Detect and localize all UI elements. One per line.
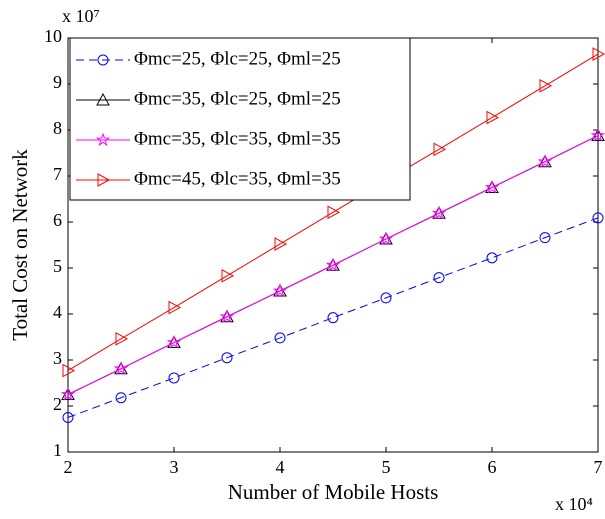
marker [167,335,181,349]
y-tick-label: 1 [53,440,62,460]
series-line [67,135,599,395]
x-multiplier: x 10⁴ [555,494,593,514]
y-tick-label: 5 [53,256,62,276]
marker [539,78,553,93]
marker [272,283,288,298]
marker [486,252,498,264]
marker [484,179,500,194]
legend-label: Φmc=45, Φlc=35, Φml=35 [134,168,341,189]
x-tick-label: 4 [276,457,285,477]
marker [537,154,553,168]
marker [590,127,605,142]
marker [168,372,180,384]
series-line [67,53,599,372]
marker [115,331,129,346]
marker [115,392,127,404]
legend-label: Φmc=35, Φlc=35, Φml=35 [134,128,341,149]
legend-label: Φmc=35, Φlc=25, Φml=25 [134,88,341,109]
marker [433,142,447,157]
marker [113,361,129,375]
y-tick-label: 7 [53,164,62,184]
marker [592,212,604,224]
marker [591,128,605,142]
marker [168,300,182,315]
marker [432,206,446,219]
marker [431,205,447,220]
x-tick-label: 5 [382,457,391,477]
legend-marker [97,54,109,66]
marker [61,387,75,400]
marker [220,309,234,323]
marker [62,412,74,423]
legend-label: Φmc=25, Φlc=25, Φml=25 [134,48,341,69]
x-axis-label: Number of Mobile Hosts [228,480,439,504]
legend-box [69,37,411,201]
marker [274,237,288,251]
marker [114,361,128,375]
marker [592,47,605,61]
marker [539,232,551,244]
marker [325,257,341,272]
marker [327,205,341,220]
marker [378,231,394,246]
legend-marker [96,92,110,106]
marker [219,309,235,323]
y-tick-label: 3 [53,348,62,368]
marker [273,283,287,297]
y-tick-label: 4 [53,302,62,322]
x-tick-label: 2 [64,457,73,477]
marker [274,332,286,344]
series-line [67,217,599,418]
marker [486,110,500,125]
y-multiplier: x 10⁷ [62,6,100,26]
marker [380,292,392,304]
y-axis-label: Total Cost on Network [8,149,32,341]
marker [62,363,76,378]
y-tick-label: 8 [53,118,62,138]
marker [221,268,235,283]
y-tick-label: 9 [53,72,62,92]
legend-marker [95,132,111,147]
marker [221,352,233,364]
marker [166,334,182,349]
y-tick-label: 10 [44,26,62,46]
marker [433,272,445,284]
marker [485,180,499,193]
x-tick-label: 6 [488,457,497,477]
marker [326,258,340,271]
marker [379,231,393,245]
x-tick-label: 7 [594,457,603,477]
marker [327,312,339,324]
y-tick-label: 6 [53,210,62,230]
x-tick-label: 3 [170,457,179,477]
y-tick-label: 2 [53,394,62,414]
marker [60,386,76,401]
marker [538,154,552,168]
legend-marker [97,173,111,187]
